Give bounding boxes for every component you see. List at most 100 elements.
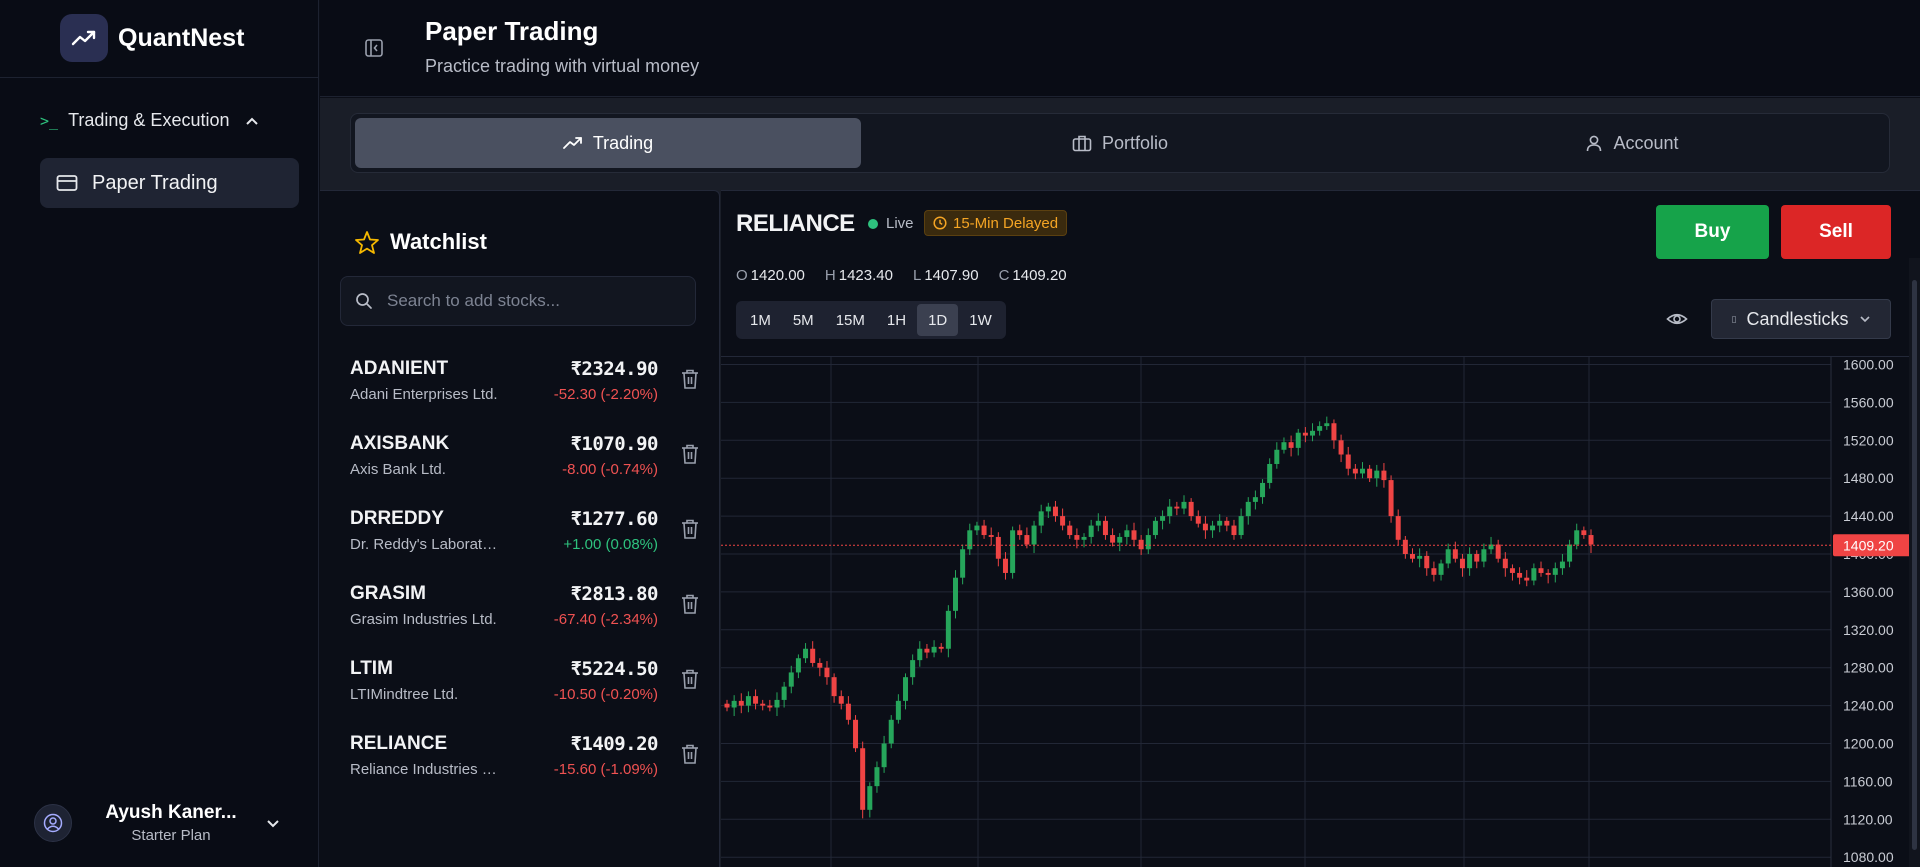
clock-icon xyxy=(933,216,947,230)
watchlist-search[interactable] xyxy=(340,276,696,326)
brand-name: QuantNest xyxy=(118,23,245,52)
sidebar-toggle-icon[interactable] xyxy=(364,38,384,58)
candle-body xyxy=(1524,577,1530,581)
timeframe-1d[interactable]: 1D xyxy=(917,304,959,336)
candle-body xyxy=(903,677,909,701)
scrollbar-thumb[interactable] xyxy=(1912,280,1917,850)
y-tick-label: 1520.00 xyxy=(1843,432,1894,448)
candle-body xyxy=(745,696,751,706)
candle-body xyxy=(1038,511,1044,526)
candlestick-icon: ▯ xyxy=(1731,313,1737,324)
candle-body xyxy=(724,703,730,708)
candle-body xyxy=(1174,506,1180,509)
page-header: Paper Trading Practice trading with virt… xyxy=(320,0,1920,97)
timeframe-1m[interactable]: 1M xyxy=(750,311,771,329)
price-chart[interactable]: 1600.001560.001520.001480.001440.001400.… xyxy=(721,356,1920,867)
candle-body xyxy=(1017,530,1023,536)
trash-icon[interactable] xyxy=(680,593,700,615)
ohlc-readout: O 1420.00 H 1423.40 L 1407.90 C 1409.20 xyxy=(736,267,1067,284)
candle-body xyxy=(1124,530,1130,537)
candle-body xyxy=(910,660,916,678)
chart-type-select[interactable]: ▯ Candlesticks xyxy=(1711,299,1891,339)
stock-change: -8.00 (-0.74%) xyxy=(562,461,658,478)
search-input[interactable] xyxy=(387,291,677,311)
watchlist-item-reliance[interactable]: RELIANCE ₹1409.20 Reliance Industries Ltd.… xyxy=(350,733,700,793)
candle-body xyxy=(1202,523,1208,531)
candle-body xyxy=(1588,535,1594,545)
candle-body xyxy=(1488,544,1494,550)
trash-icon[interactable] xyxy=(680,668,700,690)
stock-symbol: AXISBANK xyxy=(350,433,450,454)
candle-body xyxy=(1452,549,1458,559)
candle-body xyxy=(1352,468,1358,474)
sidebar-item-paper-trading[interactable]: Paper Trading xyxy=(40,158,299,208)
stock-change: -15.60 (-1.09%) xyxy=(553,761,658,778)
candle-body xyxy=(845,703,851,720)
watchlist-item-ltim[interactable]: LTIM ₹5224.50 LTIMindtree Ltd. -10.50 (-0.2… xyxy=(350,658,700,718)
candle-body xyxy=(1031,525,1037,545)
user-menu[interactable]: Ayush Kaner... Starter Plan xyxy=(34,800,294,846)
eye-icon[interactable] xyxy=(1666,310,1688,328)
candle-body xyxy=(1260,482,1266,498)
candle-body xyxy=(1502,558,1508,569)
candle-body xyxy=(1317,426,1323,431)
candle-body xyxy=(988,535,994,537)
stock-price: ₹5224.50 xyxy=(570,658,658,680)
price-chart-svg[interactable]: 1600.001560.001520.001480.001440.001400.… xyxy=(721,357,1920,867)
search-icon xyxy=(356,293,372,309)
candle-body xyxy=(1402,539,1408,554)
candle-body xyxy=(924,648,930,653)
candle-body xyxy=(1581,530,1587,536)
ohlc-open: O 1420.00 xyxy=(736,267,805,284)
candle-body xyxy=(831,677,837,697)
candle-body xyxy=(1531,568,1537,581)
timeframe-15m[interactable]: 15M xyxy=(835,311,865,329)
candle-body xyxy=(1495,544,1501,559)
candle-body xyxy=(1224,520,1230,526)
candle-body xyxy=(760,703,766,706)
trash-icon[interactable] xyxy=(680,443,700,465)
candle-body xyxy=(1060,516,1066,526)
candle-body xyxy=(1110,535,1116,543)
watchlist-item-axisbank[interactable]: AXISBANK ₹1070.90 Axis Bank Ltd. -8.00 (-0.… xyxy=(350,433,700,493)
candle-body xyxy=(767,705,773,708)
last-price-label: 1409.20 xyxy=(1843,537,1894,553)
watchlist-item-grasim[interactable]: GRASIM ₹2813.80 Grasim Industries Ltd. -67.… xyxy=(350,583,700,643)
trash-icon[interactable] xyxy=(680,743,700,765)
timeframe-5m[interactable]: 5M xyxy=(792,311,814,329)
watchlist-item-drreddy[interactable]: DRREDDY ₹1277.60 Dr. Reddy's Laboratories … xyxy=(350,508,700,568)
user-name: Ayush Kaner... xyxy=(105,802,237,823)
candle-body xyxy=(1145,535,1151,550)
candle-body xyxy=(960,549,966,578)
buy-button[interactable]: Buy xyxy=(1656,205,1769,259)
candle-body xyxy=(1324,423,1330,427)
watchlist-panel: Watchlist ADANIENT ₹2324.90 Adani Enterpri… xyxy=(320,190,720,867)
candle-body xyxy=(1138,539,1144,550)
nav-section-trading[interactable]: >_ Trading & Execution xyxy=(40,110,259,131)
brand[interactable]: QuantNest xyxy=(60,14,244,62)
trash-icon[interactable] xyxy=(680,368,700,390)
candle-body xyxy=(1102,520,1108,536)
candle-body xyxy=(860,748,866,810)
candle-body xyxy=(931,646,937,653)
chart-scrollbar[interactable] xyxy=(1909,258,1920,867)
live-label: Live xyxy=(886,215,914,232)
trash-icon[interactable] xyxy=(680,518,700,540)
tab-portfolio[interactable]: Portfolio xyxy=(867,118,1373,168)
candle-body xyxy=(1517,572,1523,578)
watchlist-item-adanient[interactable]: ADANIENT ₹2324.90 Adani Enterprises Ltd. -5… xyxy=(350,358,700,418)
sell-button[interactable]: Sell xyxy=(1781,205,1891,259)
timeframe-1h[interactable]: 1H xyxy=(886,311,907,329)
candle-body xyxy=(1481,549,1487,562)
y-tick-label: 1160.00 xyxy=(1843,773,1893,789)
user-plan: Starter Plan xyxy=(131,827,211,844)
stock-name: Dr. Reddy's Laboratories Ltd. xyxy=(350,536,500,553)
tab-account[interactable]: Account xyxy=(1379,118,1885,168)
stock-symbol: DRREDDY xyxy=(350,508,444,529)
tab-trading[interactable]: Trading xyxy=(355,118,861,168)
chart-type-label: Candlesticks xyxy=(1746,308,1849,329)
delayed-badge: 15-Min Delayed xyxy=(924,210,1068,236)
timeframe-1w[interactable]: 1W xyxy=(969,311,992,329)
stock-price: ₹1277.60 xyxy=(570,508,658,530)
candle-body xyxy=(1417,555,1423,559)
